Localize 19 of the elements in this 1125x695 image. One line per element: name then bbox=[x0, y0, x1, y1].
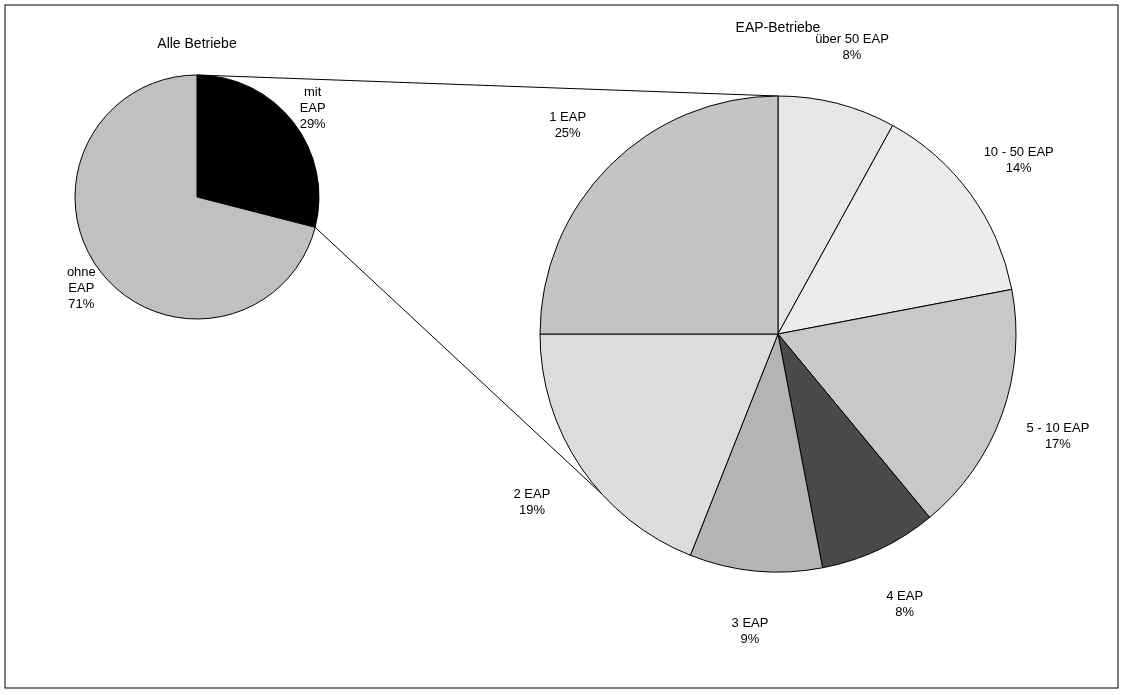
chart-title: Alle Betriebe bbox=[157, 35, 237, 51]
slice-label: mit EAP bbox=[299, 84, 326, 116]
data-label: 29% bbox=[299, 116, 327, 132]
slice-label: 1 EAP bbox=[549, 108, 587, 124]
slice-label: 3 EAP bbox=[731, 615, 769, 631]
slice-label: 4 EAP bbox=[886, 588, 924, 604]
data-label: 8% bbox=[895, 604, 915, 620]
slice-label: 10 - 50 EAP bbox=[983, 144, 1054, 160]
data-label: 9% bbox=[740, 631, 760, 647]
data-label: 8% bbox=[842, 46, 862, 62]
data-label: 19% bbox=[518, 502, 546, 518]
slice-label: ohne EAP bbox=[66, 263, 96, 295]
data-label: 17% bbox=[1044, 435, 1072, 451]
slice-label: 2 EAP bbox=[513, 486, 551, 502]
data-label: 14% bbox=[1005, 160, 1033, 176]
chart-title: EAP-Betriebe bbox=[735, 19, 821, 35]
data-label: 71% bbox=[68, 295, 95, 311]
data-label: 25% bbox=[554, 124, 582, 140]
slice-label: 5 - 10 EAP bbox=[1026, 419, 1090, 435]
